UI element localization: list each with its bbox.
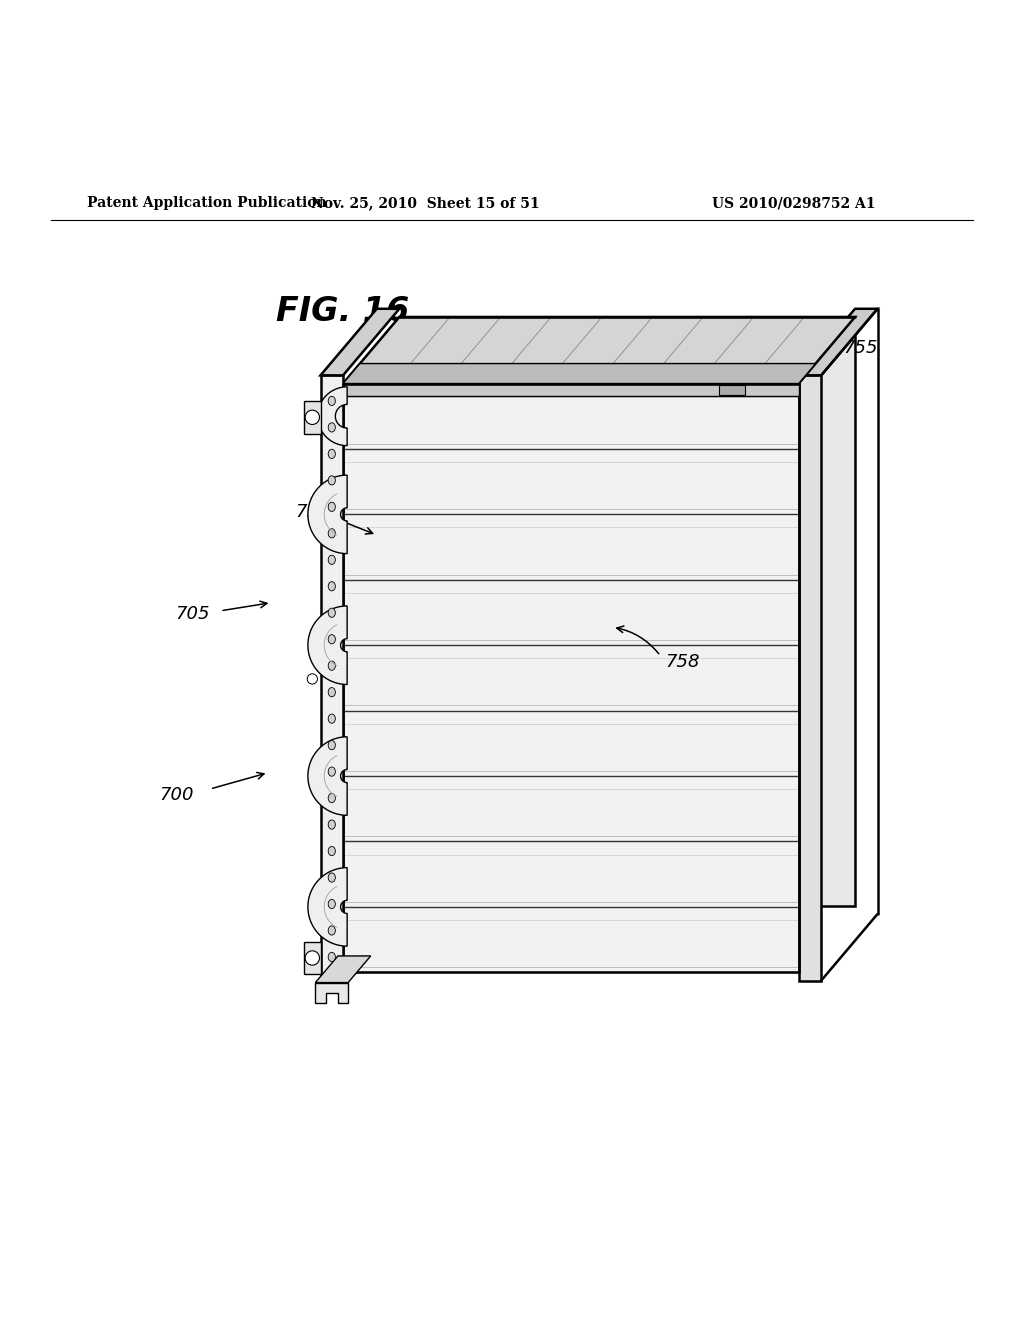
Ellipse shape: [328, 767, 336, 776]
Ellipse shape: [328, 899, 336, 908]
Polygon shape: [343, 710, 799, 776]
Polygon shape: [343, 317, 855, 384]
Circle shape: [305, 411, 319, 425]
Ellipse shape: [328, 688, 336, 697]
Polygon shape: [317, 387, 347, 446]
Polygon shape: [308, 475, 347, 553]
Ellipse shape: [328, 556, 336, 565]
Polygon shape: [720, 384, 745, 395]
Ellipse shape: [328, 793, 336, 803]
Ellipse shape: [328, 873, 336, 882]
Polygon shape: [343, 363, 815, 384]
Ellipse shape: [328, 449, 336, 458]
Polygon shape: [321, 309, 399, 375]
Ellipse shape: [328, 396, 336, 405]
Ellipse shape: [328, 582, 336, 591]
Text: 755: 755: [843, 339, 878, 356]
Polygon shape: [343, 907, 799, 973]
Polygon shape: [304, 401, 321, 434]
Polygon shape: [343, 449, 799, 515]
Polygon shape: [343, 384, 799, 396]
Text: FIG. 16: FIG. 16: [276, 296, 410, 329]
Text: Patent Application Publication: Patent Application Publication: [87, 197, 327, 210]
Ellipse shape: [328, 502, 336, 511]
Polygon shape: [399, 317, 855, 906]
Polygon shape: [315, 956, 371, 982]
Text: 759: 759: [295, 503, 330, 520]
Polygon shape: [343, 776, 799, 841]
Polygon shape: [304, 941, 321, 974]
Ellipse shape: [328, 475, 336, 484]
Polygon shape: [308, 606, 347, 685]
Ellipse shape: [328, 635, 336, 644]
Text: 758: 758: [666, 653, 700, 671]
Ellipse shape: [328, 714, 336, 723]
Polygon shape: [343, 841, 799, 907]
Text: US 2010/0298752 A1: US 2010/0298752 A1: [712, 197, 876, 210]
Polygon shape: [321, 375, 343, 982]
Ellipse shape: [328, 952, 336, 961]
Polygon shape: [308, 867, 347, 946]
Circle shape: [307, 673, 317, 684]
Polygon shape: [799, 309, 878, 375]
Polygon shape: [343, 579, 799, 645]
Polygon shape: [343, 515, 799, 579]
Circle shape: [305, 950, 319, 965]
Ellipse shape: [328, 820, 336, 829]
Text: Nov. 25, 2010  Sheet 15 of 51: Nov. 25, 2010 Sheet 15 of 51: [310, 197, 540, 210]
Polygon shape: [315, 982, 348, 1003]
Polygon shape: [343, 645, 799, 710]
Text: 705: 705: [175, 605, 210, 623]
Polygon shape: [308, 737, 347, 816]
Ellipse shape: [328, 422, 336, 432]
Ellipse shape: [328, 846, 336, 855]
Polygon shape: [799, 375, 821, 981]
Ellipse shape: [328, 609, 336, 618]
Text: 700: 700: [159, 787, 194, 804]
Ellipse shape: [328, 661, 336, 671]
Ellipse shape: [328, 529, 336, 539]
Polygon shape: [343, 384, 799, 449]
Ellipse shape: [328, 925, 336, 935]
Ellipse shape: [328, 741, 336, 750]
